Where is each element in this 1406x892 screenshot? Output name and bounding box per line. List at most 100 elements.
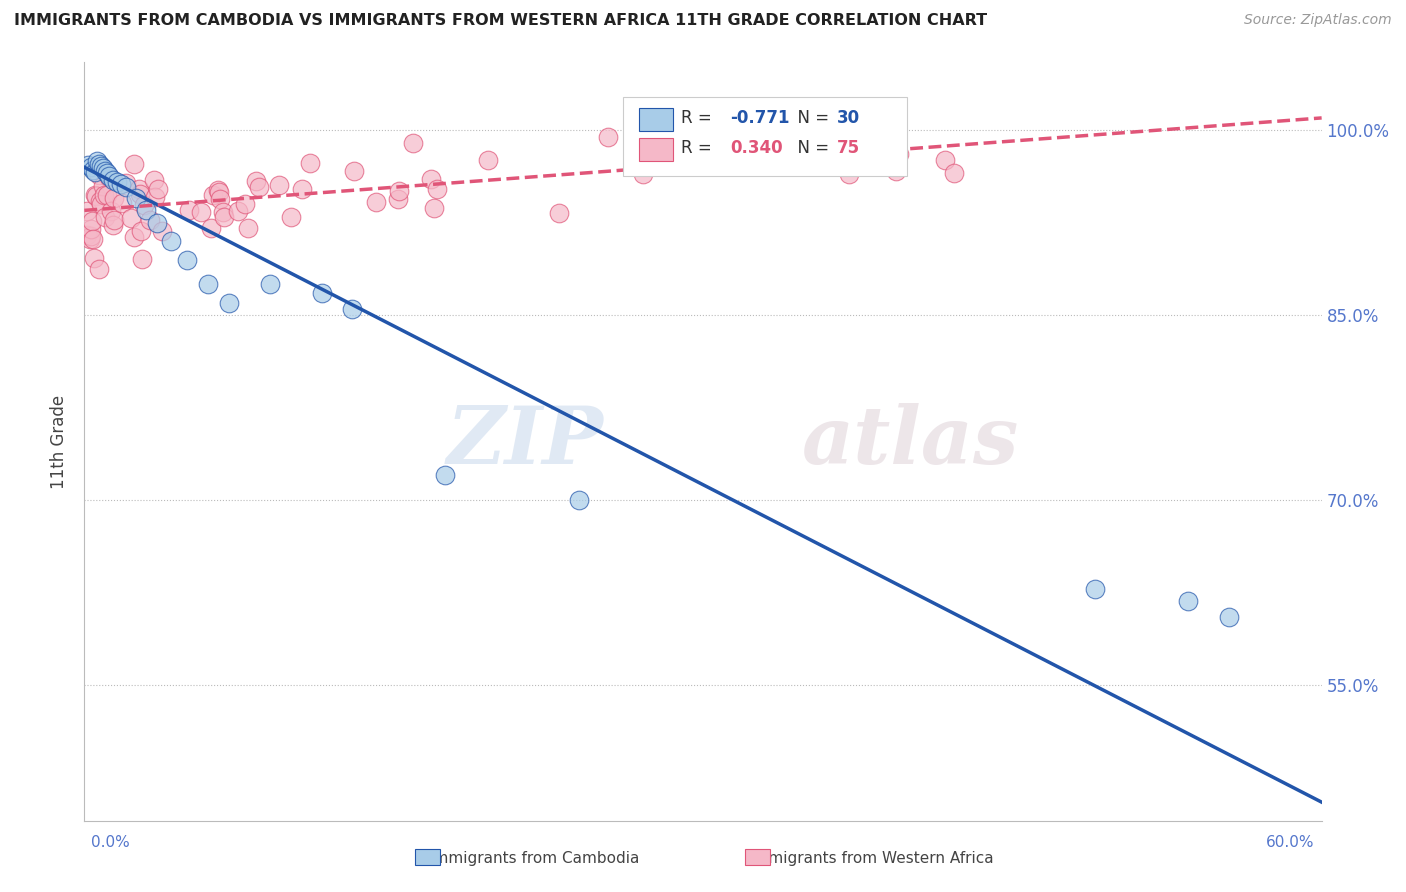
Point bbox=[247, 179, 270, 194]
Point bbox=[176, 252, 198, 267]
Point bbox=[94, 210, 117, 224]
Point bbox=[93, 188, 115, 202]
Point bbox=[89, 194, 111, 209]
Point bbox=[79, 228, 101, 243]
Point bbox=[94, 164, 117, 178]
Point bbox=[87, 262, 110, 277]
Point bbox=[83, 251, 105, 265]
Point bbox=[548, 206, 571, 220]
Point bbox=[245, 174, 267, 188]
Point bbox=[132, 197, 155, 211]
Point bbox=[884, 164, 907, 178]
Point bbox=[426, 182, 449, 196]
Point bbox=[114, 180, 136, 194]
Point bbox=[343, 164, 366, 178]
Point bbox=[97, 169, 120, 184]
Point bbox=[366, 195, 388, 210]
Point bbox=[139, 213, 162, 227]
Point bbox=[226, 203, 249, 218]
Point bbox=[212, 211, 235, 225]
Point bbox=[423, 201, 446, 215]
Point bbox=[86, 154, 108, 169]
Point bbox=[131, 252, 153, 267]
Point bbox=[82, 232, 104, 246]
Point bbox=[201, 187, 224, 202]
Text: atlas: atlas bbox=[801, 403, 1019, 480]
Point bbox=[1177, 594, 1199, 608]
Point bbox=[103, 213, 125, 227]
Point bbox=[111, 196, 134, 211]
Point bbox=[90, 159, 112, 173]
Point bbox=[402, 136, 425, 151]
Text: R =: R = bbox=[681, 109, 717, 127]
Text: 60.0%: 60.0% bbox=[1267, 836, 1315, 850]
Point bbox=[96, 166, 118, 180]
Point bbox=[124, 230, 146, 244]
Point bbox=[1218, 610, 1240, 624]
Point bbox=[190, 205, 212, 219]
Text: R =: R = bbox=[681, 139, 717, 157]
Text: 30: 30 bbox=[837, 109, 859, 127]
Y-axis label: 11th Grade: 11th Grade bbox=[51, 394, 69, 489]
Text: Immigrants from Cambodia: Immigrants from Cambodia bbox=[429, 851, 640, 865]
Point bbox=[342, 301, 364, 316]
Point bbox=[934, 153, 956, 167]
Text: ZIP: ZIP bbox=[447, 403, 605, 480]
Point bbox=[259, 277, 281, 292]
Bar bbox=[638, 108, 673, 130]
Point bbox=[160, 234, 183, 248]
FancyBboxPatch shape bbox=[623, 96, 907, 177]
Point bbox=[388, 184, 411, 198]
Point bbox=[82, 214, 104, 228]
Text: 0.0%: 0.0% bbox=[91, 836, 131, 850]
Point bbox=[387, 193, 409, 207]
Point bbox=[208, 185, 231, 199]
Point bbox=[84, 188, 107, 202]
Point bbox=[121, 211, 143, 226]
Point bbox=[1084, 582, 1107, 596]
Point bbox=[143, 172, 166, 186]
Point bbox=[207, 183, 229, 197]
Point bbox=[122, 157, 145, 171]
Point bbox=[89, 168, 111, 182]
Point bbox=[129, 186, 152, 201]
Point bbox=[76, 228, 98, 243]
Point bbox=[129, 224, 152, 238]
Point bbox=[238, 221, 260, 235]
Point bbox=[212, 204, 235, 219]
Point bbox=[125, 191, 148, 205]
Point bbox=[838, 167, 860, 181]
Point bbox=[233, 197, 256, 211]
Point bbox=[298, 156, 321, 170]
Point bbox=[91, 161, 114, 176]
Point bbox=[83, 165, 105, 179]
Point bbox=[84, 187, 107, 202]
Point bbox=[90, 196, 112, 211]
Point bbox=[267, 178, 290, 192]
Point bbox=[889, 147, 911, 161]
Point bbox=[145, 216, 167, 230]
Point bbox=[77, 158, 100, 172]
Point bbox=[135, 203, 157, 218]
Point bbox=[311, 285, 333, 300]
Text: 75: 75 bbox=[837, 139, 859, 157]
Text: N =: N = bbox=[787, 139, 835, 157]
Point bbox=[91, 178, 114, 193]
Point bbox=[82, 162, 104, 177]
Point bbox=[477, 153, 499, 167]
Point bbox=[76, 204, 98, 219]
Point bbox=[631, 167, 654, 181]
Point bbox=[100, 204, 122, 219]
Point bbox=[105, 175, 128, 189]
Point bbox=[218, 296, 240, 310]
Point bbox=[943, 166, 966, 180]
Point bbox=[568, 493, 591, 508]
Point bbox=[598, 130, 620, 145]
Point bbox=[420, 172, 443, 186]
Point bbox=[80, 222, 103, 236]
Text: Immigrants from Western Africa: Immigrants from Western Africa bbox=[749, 851, 994, 865]
Text: Source: ZipAtlas.com: Source: ZipAtlas.com bbox=[1244, 13, 1392, 28]
Point bbox=[79, 232, 101, 246]
Bar bbox=[638, 138, 673, 161]
Point bbox=[148, 182, 170, 196]
